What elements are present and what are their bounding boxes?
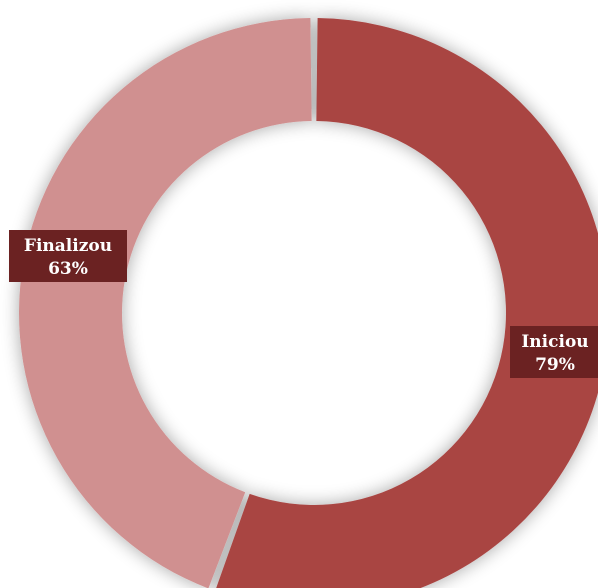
slice-finalizou: [19, 18, 312, 588]
data-label-category: Iniciou: [521, 332, 588, 352]
data-label-category: Finalizou: [24, 236, 112, 256]
data-label-finalizou: Finalizou 63%: [9, 230, 127, 282]
data-label-iniciou: Iniciou 79%: [510, 326, 598, 378]
slice-iniciou: [216, 18, 598, 588]
data-label-value: 79%: [535, 355, 575, 375]
data-label-box: [9, 230, 127, 282]
data-label-value: 63%: [48, 259, 88, 279]
data-label-box: [510, 326, 598, 378]
